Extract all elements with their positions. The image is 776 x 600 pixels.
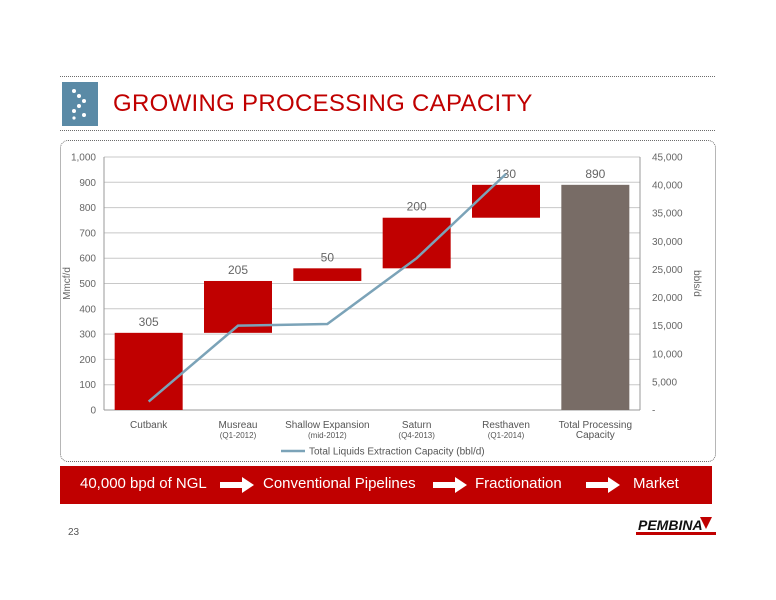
y2-tick-label: 10,000: [652, 349, 683, 360]
flow-item-pipelines: Conventional Pipelines: [263, 475, 416, 492]
x-tick-sublabel: (Q4-2013): [398, 431, 435, 440]
y-tick-label: 900: [79, 178, 96, 189]
flow-item-market: Market: [633, 475, 679, 492]
y-tick-label: 1,000: [71, 153, 96, 164]
ngl-flow-bar: 40,000 bpd of NGL Conventional Pipelines…: [60, 466, 712, 504]
waterfall-bar: [293, 268, 362, 281]
pembina-logo: PEMBINA: [636, 515, 716, 542]
y-tick-label: 700: [79, 228, 96, 239]
y-tick-label: 600: [79, 254, 96, 265]
y2-tick-label: 5,000: [652, 377, 677, 388]
waterfall-bar: [472, 184, 540, 218]
right-arrow-icon: [586, 477, 620, 497]
y2-tick-label: 40,000: [652, 181, 683, 192]
x-tick-sublabel: Capacity: [576, 430, 615, 441]
chevron-dots-icon: [72, 89, 86, 120]
bar-value-label: 205: [228, 263, 248, 277]
y-tick-label: 500: [79, 279, 96, 290]
y2-tick-label: 25,000: [652, 265, 683, 276]
waterfall-bar: [382, 217, 451, 269]
bar-value-label: 200: [407, 200, 427, 214]
y2-tick-label: 35,000: [652, 209, 683, 220]
y2-tick-label: 30,000: [652, 237, 683, 248]
right-arrow-icon: [433, 477, 467, 497]
y2-tick-label: -: [652, 406, 655, 417]
bar-value-label: 305: [139, 315, 159, 329]
waterfall-bar: [114, 332, 183, 410]
x-tick-label: Cutbank: [130, 420, 168, 431]
y-axis-title: Mmcf/d: [62, 267, 73, 300]
liquids-capacity-line: [147, 172, 507, 403]
title-divider: [60, 130, 715, 131]
y-tick-label: 800: [79, 203, 96, 214]
x-tick-label: Total Processing: [559, 420, 632, 431]
y-tick-label: 0: [90, 406, 96, 417]
flow-item-ngl: 40,000 bpd of NGL: [80, 475, 207, 492]
bar-value-label: 890: [585, 167, 605, 181]
section-logo: [62, 82, 98, 126]
y2-axis-title: bbls/d: [691, 270, 702, 297]
bar-value-label: 50: [321, 250, 335, 264]
x-tick-label: Musreau: [219, 420, 258, 431]
brand-name: PEMBINA: [638, 517, 703, 533]
waterfall-bar: [561, 184, 630, 410]
y-tick-label: 300: [79, 330, 96, 341]
x-tick-sublabel: (mid-2012): [308, 431, 347, 440]
chart-frame: [60, 140, 716, 462]
x-tick-sublabel: (Q1-2012): [220, 431, 257, 440]
legend-label: Total Liquids Extraction Capacity (bbl/d…: [309, 447, 485, 458]
x-tick-sublabel: (Q1-2014): [488, 431, 525, 440]
y-tick-label: 400: [79, 304, 96, 315]
x-tick-label: Saturn: [402, 420, 431, 431]
flow-item-fractionation: Fractionation: [475, 475, 562, 492]
y2-tick-label: 45,000: [652, 153, 683, 164]
top-divider: [60, 76, 715, 77]
right-arrow-icon: [220, 477, 254, 497]
page-title: GROWING PROCESSING CAPACITY: [113, 90, 533, 117]
x-tick-label: Shallow Expansion: [285, 420, 370, 431]
y-tick-label: 200: [79, 355, 96, 366]
y-tick-label: 100: [79, 380, 96, 391]
y2-tick-label: 15,000: [652, 321, 683, 332]
x-tick-label: Resthaven: [482, 420, 530, 431]
page-number: 23: [68, 527, 80, 538]
y2-tick-label: 20,000: [652, 293, 683, 304]
